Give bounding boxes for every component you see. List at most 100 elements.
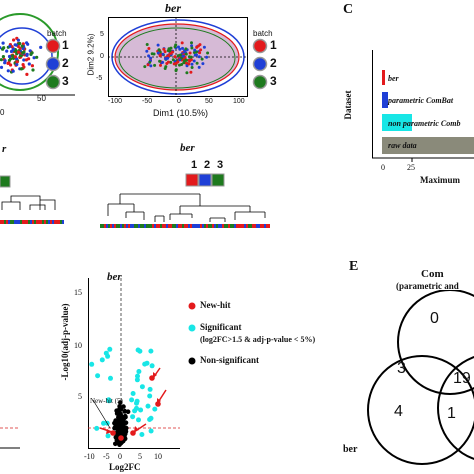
pca-point — [28, 49, 32, 53]
dendro-leaf — [252, 224, 254, 228]
pca-point — [171, 50, 174, 54]
pca-point — [156, 43, 160, 47]
pca-point — [161, 52, 165, 56]
pca-ber-xtick-m50: -50 — [142, 98, 153, 105]
pca-ber-xtick-0: 0 — [177, 98, 181, 105]
dendro-leaf — [36, 220, 38, 224]
pca-left-ellipse-blue — [0, 27, 53, 85]
pca-point — [177, 45, 180, 49]
dendro-leaf — [260, 224, 262, 228]
dendro-leaf — [144, 224, 146, 228]
volcano-point-new-hit — [118, 435, 124, 441]
dendro-leaf — [134, 224, 136, 228]
dendro-leaf — [102, 224, 104, 228]
dendro-leaf — [124, 224, 126, 228]
pca-point — [22, 58, 26, 62]
pca-point — [189, 55, 193, 59]
dendro-leaf — [240, 224, 242, 228]
dendro-leaf — [24, 220, 26, 224]
dendro-leaf — [110, 224, 112, 228]
dendro-leaf — [232, 224, 234, 228]
dendro-leaf — [132, 224, 134, 228]
pca-point — [11, 54, 15, 58]
pca-point — [195, 53, 198, 57]
dendro-leaf — [218, 224, 220, 228]
dendro-leaf — [128, 224, 130, 228]
dendro-leaf — [40, 220, 42, 224]
dendro-leaf — [214, 224, 216, 228]
volcano-point-significant — [135, 373, 140, 379]
pca-point — [17, 50, 21, 54]
pca-point — [21, 63, 25, 67]
dendro-leaf — [192, 224, 194, 228]
pca-point — [190, 66, 194, 69]
pca-point — [19, 67, 24, 71]
pca-point — [158, 59, 162, 63]
dendro-leaf — [16, 220, 18, 224]
pca-point — [30, 51, 34, 55]
dendro-leaf — [100, 224, 102, 228]
volcano-point-significant — [105, 433, 111, 439]
volcano-point — [123, 420, 129, 425]
pca-point — [197, 65, 201, 69]
dendro-leaf — [0, 220, 2, 224]
dendro-leaf — [56, 220, 58, 224]
pca-point — [168, 49, 172, 53]
pca-ber-ylabel: Dim2 9.2%) — [86, 33, 96, 76]
pca-point — [162, 47, 166, 51]
pca-ber-legend-title: batch — [253, 29, 273, 38]
volcano-xtick-10: 10 — [154, 452, 162, 461]
legend-marker-non-significant — [188, 357, 196, 365]
bar-label-ber: ber — [388, 74, 399, 83]
pca-point — [11, 69, 15, 73]
dendro-leaf — [172, 224, 174, 228]
panel-c-xtick-0: 0 — [381, 163, 385, 172]
dendro-legend-green — [211, 173, 225, 187]
dendro-leaf — [152, 224, 154, 228]
dendro-leaf — [32, 220, 34, 224]
dendro-leaf — [238, 224, 240, 228]
pca-point — [0, 46, 2, 50]
dendro-ber-label-2: 2 — [204, 159, 211, 171]
pca-point — [7, 54, 12, 59]
dendro-leaf — [200, 224, 202, 228]
dendro-leaf — [220, 224, 222, 228]
pca-point — [206, 51, 210, 55]
panel-c-xtick-25: 25 — [407, 163, 415, 172]
dendro-leaf — [186, 224, 188, 228]
dendro-leaf — [62, 220, 64, 224]
dendro-leaf — [150, 224, 152, 228]
pca-point — [197, 55, 201, 59]
legend-new-hit: New-hit — [200, 300, 231, 310]
volcano-point-significant — [138, 407, 144, 413]
volcano-ytick-15: 15 — [74, 288, 82, 297]
pca-point — [184, 52, 188, 56]
volcano-point-significant — [99, 357, 105, 363]
bar-label-parametric-combat: parametric ComBat — [388, 96, 454, 105]
volcano-point-significant — [95, 373, 101, 379]
pca-point — [25, 41, 29, 45]
dendro-ber-plot — [100, 173, 270, 228]
bar-raw-data — [382, 137, 474, 154]
volcano-ylabel: -Log10(adj-p-value) — [60, 303, 70, 381]
pca-point — [171, 58, 175, 62]
pca-point — [192, 59, 196, 63]
volcano-legend-markers — [188, 302, 196, 365]
dendro-leaf — [112, 224, 114, 228]
dendro-leaf — [174, 224, 176, 228]
volcano-point — [113, 441, 118, 447]
dendro-leaf — [166, 224, 168, 228]
dendro-leaf — [6, 220, 8, 224]
dendro-leaf — [164, 224, 166, 228]
pca-left-legend-label-3: 3 — [62, 74, 69, 88]
dendro-leaf — [38, 220, 40, 224]
venn-count-left: 4 — [394, 403, 403, 420]
legend-significant: Significant — [200, 322, 242, 332]
volcano-point-significant — [108, 375, 113, 381]
dendro-leaf — [236, 224, 238, 228]
dendro-leaf — [248, 224, 250, 228]
pca-point — [173, 45, 177, 49]
pca-point — [199, 48, 203, 52]
volcano-point-significant — [148, 428, 154, 434]
dendro-leaf — [148, 224, 150, 228]
